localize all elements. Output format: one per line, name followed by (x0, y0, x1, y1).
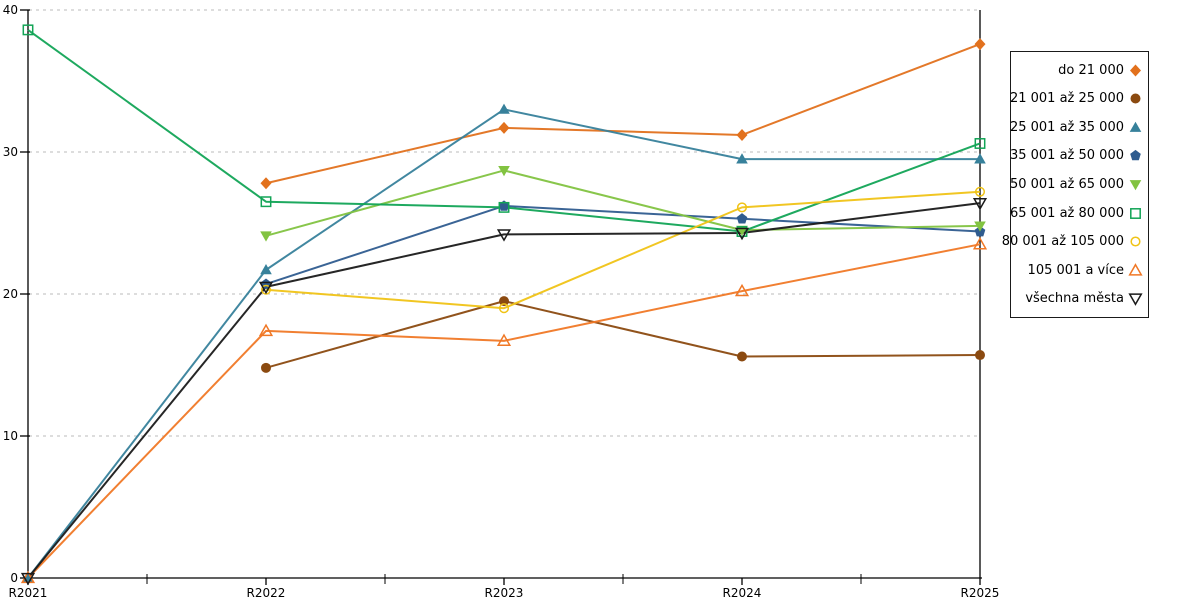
x-tick-label: R2024 (723, 586, 762, 600)
series-line (265, 169, 981, 237)
data-point-marker-triangle-up-icon (736, 153, 748, 164)
series-line (27, 202, 981, 579)
data-point-marker-circle-icon (736, 202, 748, 213)
data-point-marker-circle-icon (1130, 236, 1141, 247)
data-point-marker-triangle-up-icon (734, 283, 750, 297)
legend-marker-pentagon-icon (1130, 150, 1141, 161)
legend-item-label: 35 001 až 50 000 (1009, 148, 1124, 164)
data-point-marker-triangle-down-icon (1129, 180, 1142, 191)
series-line (27, 243, 981, 579)
data-point-marker-square-icon (974, 138, 986, 149)
legend-item-label: 21 001 až 25 000 (1009, 91, 1124, 107)
x-tick-label: R2021 (9, 586, 48, 600)
legend-marker-triangle-up-icon (1129, 121, 1142, 132)
series-line (265, 300, 981, 369)
x-tick-label: R2025 (961, 586, 1000, 600)
y-tick-label: 40 (3, 3, 18, 17)
data-point-marker-pentagon-icon (736, 213, 748, 224)
data-point-marker-triangle-up-icon (496, 333, 512, 347)
legend-item: 80 001 až 105 000 (1002, 234, 1143, 249)
data-point-marker-square-icon (498, 201, 510, 213)
legend: do 21 000 21 001 až 25 000 25 001 až 35 00… (1002, 51, 1149, 318)
data-point-marker-square-icon (260, 196, 272, 208)
data-point-marker-square-icon (22, 24, 34, 36)
legend-item-label: 105 001 a více (1027, 262, 1124, 278)
legend-item: do 21 000 (1015, 63, 1143, 78)
legend-item: 65 001 až 80 000 (1010, 206, 1143, 221)
legend-item-label: všechna města (1025, 291, 1124, 307)
data-point-marker-triangle-up-icon (498, 103, 510, 114)
legend-item-label: 25 001 až 35 000 (1009, 119, 1124, 135)
data-point-marker-triangle-up-icon (972, 236, 988, 250)
data-point-marker-square-icon (1130, 207, 1141, 219)
legend-item: všechna města (1015, 291, 1143, 306)
y-tick-label: 20 (3, 287, 18, 301)
y-tick-label: 10 (3, 429, 18, 443)
series-line (27, 108, 980, 579)
data-point-marker-circle-icon (974, 186, 986, 197)
data-point-marker-pentagon-icon (498, 200, 510, 211)
data-point-marker-triangle-down-icon (498, 166, 510, 177)
legend-marker-triangle-down-icon (1129, 180, 1142, 191)
data-point-marker-diamond-icon (1130, 64, 1141, 77)
data-point-marker-diamond-icon (974, 38, 986, 51)
data-point-marker-circle-icon (499, 296, 509, 307)
data-point-marker-diamond-icon (260, 177, 272, 190)
x-tick-label: R2023 (485, 586, 524, 600)
data-point-marker-triangle-down-icon (974, 221, 986, 232)
legend-item-label: 80 001 až 105 000 (1001, 234, 1124, 250)
data-point-marker-pentagon-icon (1130, 150, 1141, 161)
data-point-marker-triangle-down-icon (258, 281, 274, 295)
legend-marker-diamond-icon (1130, 64, 1141, 77)
data-point-marker-triangle-down-icon (260, 231, 272, 242)
series-line (265, 190, 981, 310)
legend-item: 25 001 až 35 000 (1010, 120, 1143, 135)
series-line (265, 204, 981, 286)
data-point-marker-triangle-down-icon (734, 227, 750, 241)
data-point-marker-triangle-up-icon (1128, 262, 1143, 276)
legend-item: 105 001 a více (1015, 262, 1143, 278)
data-point-marker-circle-icon (975, 350, 985, 361)
data-point-marker-triangle-down-icon (1128, 293, 1143, 306)
data-point-marker-circle-icon (1130, 93, 1141, 104)
data-point-marker-triangle-down-icon (496, 229, 512, 242)
legend-marker-square-icon (1130, 207, 1141, 219)
legend-item: 21 001 až 25 000 (1010, 91, 1143, 106)
y-tick-label: 30 (3, 145, 18, 159)
data-point-marker-triangle-down-icon (20, 572, 36, 586)
data-point-marker-triangle-down-icon (972, 197, 988, 211)
series-line (265, 43, 981, 185)
data-point-marker-triangle-up-icon (974, 153, 986, 164)
data-point-marker-circle-icon (498, 303, 510, 314)
data-point-marker-diamond-icon (498, 121, 510, 134)
legend-item: 35 001 až 50 000 (1010, 148, 1143, 163)
y-tick-label: 0 (10, 571, 18, 585)
legend-item-label: do 21 000 (1058, 62, 1124, 78)
data-point-marker-diamond-icon (736, 128, 748, 141)
data-point-marker-circle-icon (737, 351, 747, 362)
data-point-marker-circle-icon (261, 362, 271, 373)
legend-marker-circle-icon (1130, 236, 1141, 247)
data-point-marker-triangle-up-icon (258, 323, 274, 337)
legend-item-label: 50 001 až 65 000 (1009, 176, 1124, 192)
legend-item-label: 65 001 až 80 000 (1009, 205, 1124, 221)
legend-marker-triangle-up-icon (1128, 262, 1143, 276)
legend-marker-circle-icon (1130, 93, 1141, 104)
x-tick-label: R2022 (247, 586, 286, 600)
data-point-marker-triangle-up-icon (260, 264, 272, 275)
legend-marker-triangle-down-icon (1128, 293, 1143, 306)
data-point-marker-triangle-up-icon (1129, 121, 1142, 132)
legend-item: 50 001 až 65 000 (1010, 177, 1143, 192)
